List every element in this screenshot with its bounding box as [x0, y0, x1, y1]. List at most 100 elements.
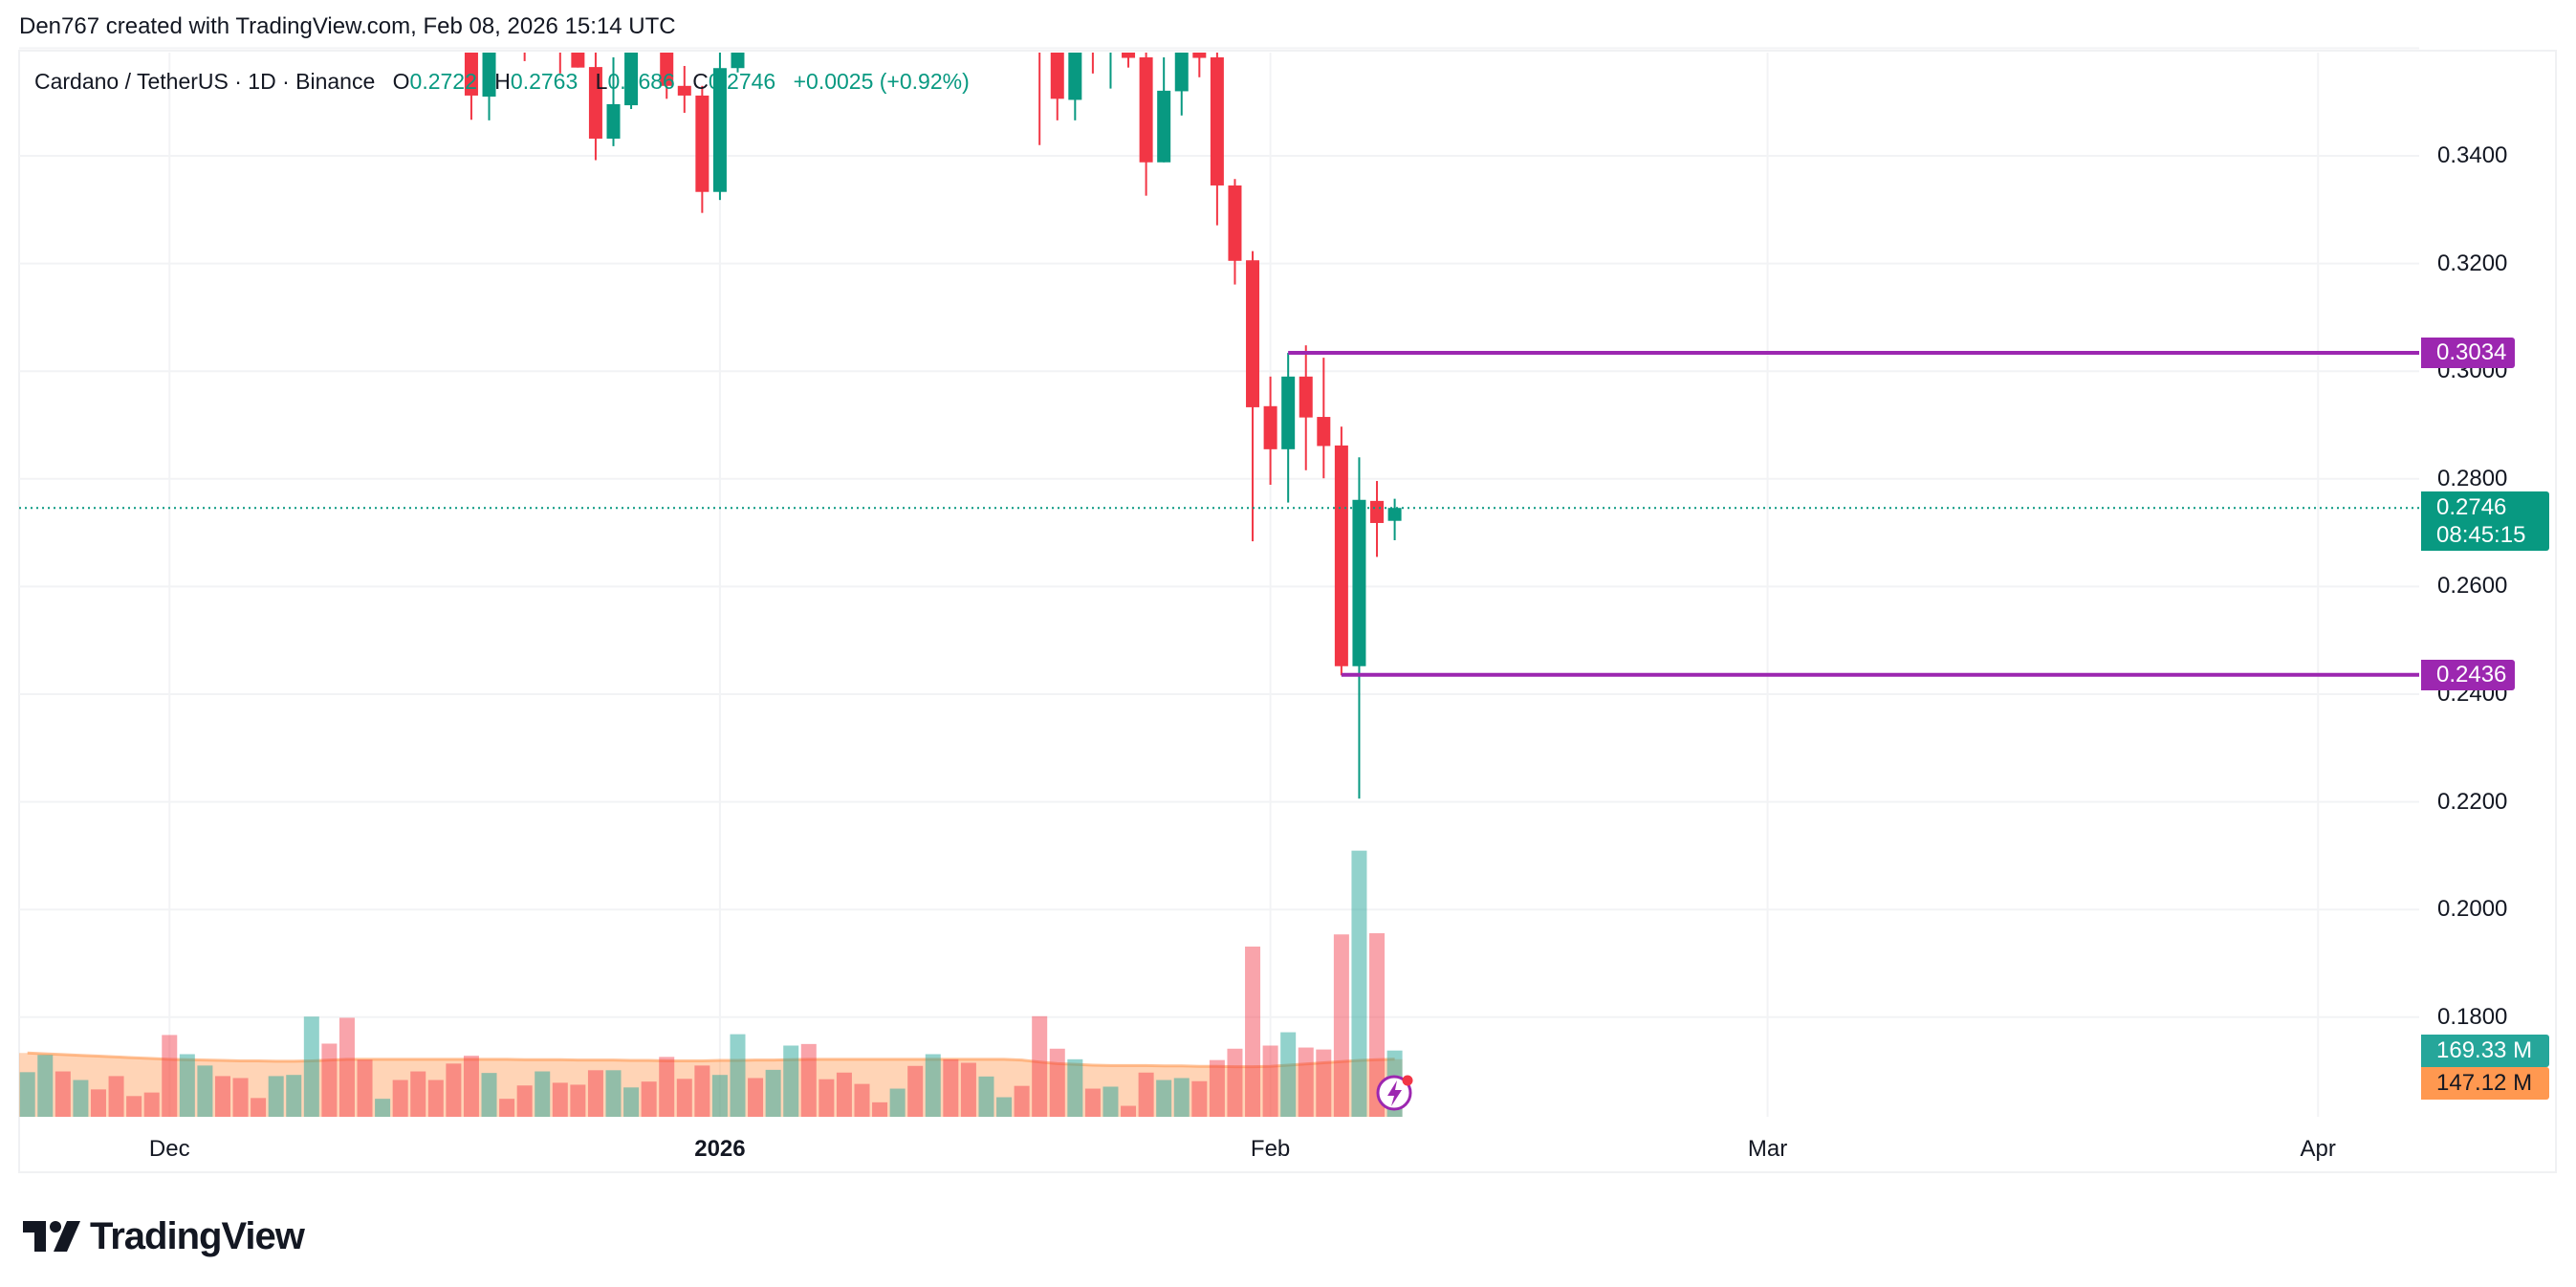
level-tag-upper: 0.3034 [2421, 338, 2515, 369]
volume-bar [748, 1078, 764, 1117]
attribution-text: Den767 created with TradingView.com, Feb… [19, 13, 676, 39]
volume-bar [535, 1071, 551, 1117]
volume-pane [19, 850, 1403, 1117]
volume-ma-area [19, 1053, 1403, 1117]
candle-body [1122, 53, 1136, 58]
candle-body [1192, 53, 1207, 58]
volume-bar [197, 1065, 213, 1117]
candle-body [1050, 53, 1064, 99]
volume-bar [623, 1087, 640, 1117]
volume-bar [251, 1098, 267, 1117]
date-tick-label: Mar [1747, 1136, 1788, 1162]
candle-body [677, 85, 691, 96]
lightning-icon[interactable] [1376, 1075, 1413, 1111]
volume-bar [463, 1056, 479, 1117]
candle-wick [1038, 53, 1041, 145]
candle-body [571, 53, 585, 68]
candles [464, 53, 1402, 799]
date-tick-label: Dec [148, 1136, 190, 1162]
candle-body [660, 53, 674, 86]
price-tick-label: 0.2800 [2437, 465, 2508, 491]
volume-bar [1245, 946, 1261, 1117]
tradingview-logo-icon [23, 1221, 80, 1252]
chart-frame [18, 50, 2557, 1173]
candle-body [1387, 508, 1402, 521]
volume-bar [499, 1099, 515, 1117]
candle-body [1334, 445, 1348, 666]
volume-bar [481, 1073, 497, 1117]
date-tick-label: Apr [2300, 1136, 2336, 1162]
grid-lines [19, 47, 2419, 1117]
tradingview-logo-text: TradingView [90, 1214, 305, 1257]
open-label: O [392, 69, 410, 94]
volume-ma-tag: 147.12 M [2421, 1067, 2549, 1100]
volume-bar [1032, 1015, 1048, 1117]
price-tick-label: 0.2200 [2437, 788, 2508, 815]
volume-bar [179, 1054, 195, 1117]
volume-bar [659, 1057, 675, 1117]
volume-bar [108, 1076, 124, 1117]
volume-bar [960, 1062, 976, 1117]
volume-bar [357, 1059, 373, 1117]
volume-bar [375, 1099, 391, 1117]
volume-bar [943, 1058, 959, 1117]
volume-bar [286, 1075, 302, 1117]
volume-bar [1298, 1047, 1314, 1117]
volume-bar [996, 1097, 1013, 1117]
volume-bar [676, 1079, 692, 1117]
open-value: 0.2722 [409, 69, 477, 94]
volume-bar [338, 1017, 355, 1117]
volume-bar [392, 1080, 408, 1117]
candle-body [1299, 376, 1313, 418]
volume-bar [1333, 934, 1349, 1117]
volume-bar [516, 1085, 533, 1117]
low-value: 0.2686 [607, 69, 675, 94]
volume-tag: 169.33 M [2421, 1035, 2549, 1067]
volume-bar [73, 1080, 89, 1117]
volume-bar [1316, 1049, 1332, 1117]
volume-bar [1138, 1072, 1154, 1117]
candle-body [731, 53, 745, 69]
volume-ma-line [27, 1051, 1395, 1069]
candle-body [1157, 90, 1171, 163]
candle-body [606, 103, 621, 139]
volume-bar [126, 1096, 142, 1117]
candle-body [1246, 260, 1260, 407]
volume-bar [1173, 1078, 1190, 1117]
volume-bar [1262, 1045, 1278, 1117]
volume-bar [1084, 1088, 1101, 1117]
volume-bar [730, 1034, 746, 1117]
candle-body [695, 95, 709, 192]
candle-wick [558, 53, 561, 74]
volume-bar [1156, 1080, 1172, 1117]
candle-wick [1198, 53, 1201, 77]
high-value: 0.2763 [510, 69, 579, 94]
volume-bar [570, 1084, 586, 1117]
price-tick-label: 0.2000 [2437, 896, 2508, 923]
volume-bar [889, 1088, 906, 1117]
volume-bar [162, 1035, 178, 1117]
volume-bar [1351, 850, 1367, 1117]
candle-wick [523, 53, 526, 61]
volume-bar [1227, 1048, 1243, 1117]
volume-bar [694, 1065, 710, 1117]
volume-bar [765, 1069, 781, 1117]
symbol-name[interactable]: Cardano / TetherUS · 1D · Binance [34, 69, 376, 94]
candle-wick [1127, 53, 1130, 68]
symbol-legend: Cardano / TetherUS · 1D · Binance O0.272… [34, 69, 970, 95]
volume-bar [819, 1079, 835, 1117]
tradingview-logo[interactable]: TradingView [23, 1214, 305, 1257]
price-tick-label: 0.3200 [2437, 250, 2508, 276]
volume-bar [872, 1102, 888, 1117]
high-label: H [494, 69, 511, 94]
price-tick-label: 0.1800 [2437, 1003, 2508, 1030]
volume-bar [783, 1045, 799, 1117]
candle-body [1139, 56, 1153, 163]
candle-body [1174, 53, 1189, 92]
horizontal-levels[interactable] [1288, 351, 2419, 677]
volume-bar [711, 1075, 728, 1117]
bar-countdown: 08:45:15 [2436, 522, 2526, 548]
volume-bar [641, 1081, 657, 1117]
candle-body [1228, 185, 1242, 261]
